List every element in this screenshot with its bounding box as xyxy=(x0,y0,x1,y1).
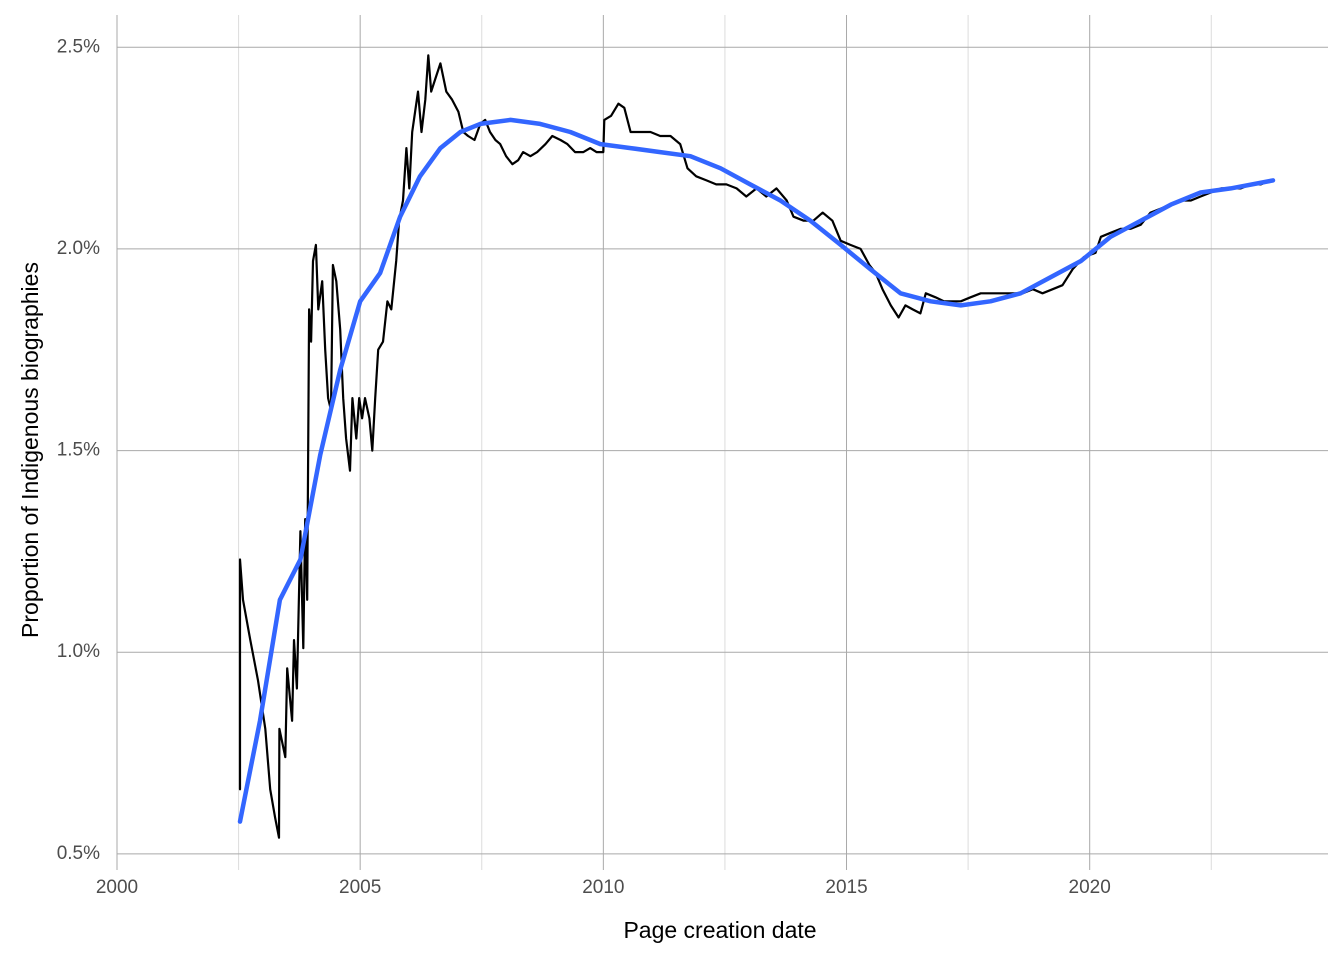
y-tick-label: 2.0% xyxy=(57,238,100,259)
x-tick-label: 2015 xyxy=(825,877,867,898)
x-tick-label: 2010 xyxy=(582,877,624,898)
x-tick-label: 2005 xyxy=(339,877,381,898)
line xyxy=(238,54,1272,839)
y-axis-title: Proportion of Indigenous biographies xyxy=(17,262,43,638)
y-tick-label: 1.5% xyxy=(57,440,100,461)
y-tick-label: 1.0% xyxy=(57,641,100,662)
y-tick-label: 2.5% xyxy=(57,36,100,57)
x-tick-label: 2020 xyxy=(1069,877,1111,898)
x-axis-title: Page creation date xyxy=(623,917,816,943)
line xyxy=(237,117,1276,824)
y-tick-label: 0.5% xyxy=(57,843,100,864)
x-tick-label: 2000 xyxy=(96,877,138,898)
